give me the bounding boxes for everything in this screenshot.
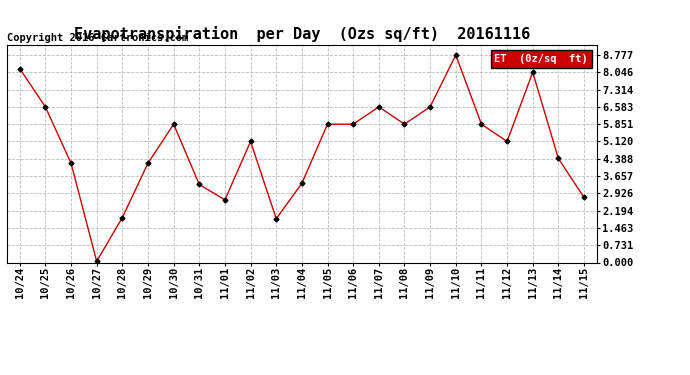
Title: Evapotranspiration  per Day  (Ozs sq/ft)  20161116: Evapotranspiration per Day (Ozs sq/ft) 2…	[74, 27, 530, 42]
Legend: ET  (0z/sq  ft): ET (0z/sq ft)	[491, 50, 591, 68]
Text: Copyright 2016 Cartronics.com: Copyright 2016 Cartronics.com	[7, 33, 188, 43]
